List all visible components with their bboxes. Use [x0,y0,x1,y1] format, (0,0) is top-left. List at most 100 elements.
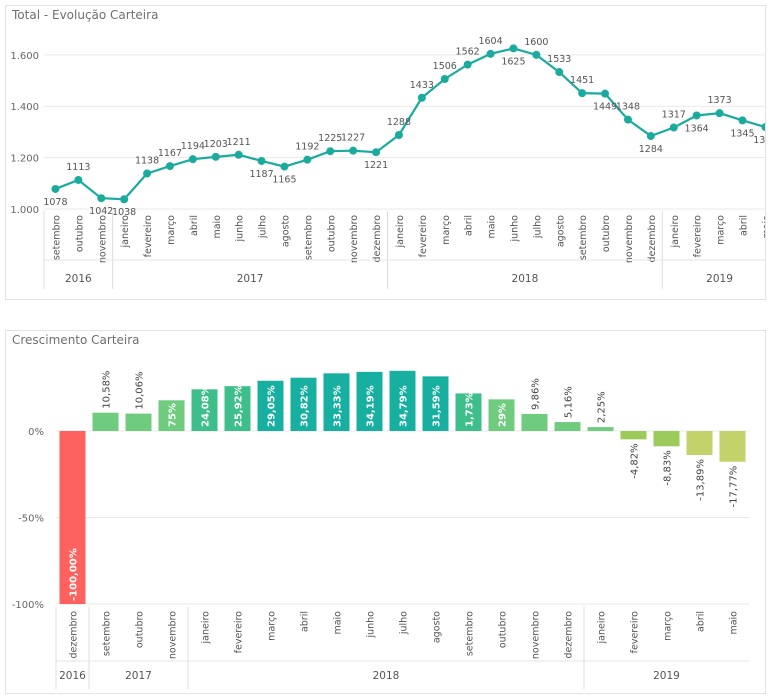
y-tick-label: -50% [18,514,44,525]
x-tick-label: setembro [51,215,62,260]
bar [290,377,317,431]
data-label: 1625 [501,56,525,67]
data-point [97,194,106,203]
x-tick-label: janeiro [201,611,212,645]
data-label: -17,77% [729,466,740,508]
x-tick-label: setembro [578,215,589,260]
bar [719,431,746,462]
bar [125,413,152,431]
data-label: 1227 [341,133,365,144]
data-point [143,169,152,178]
x-tick-label: novembro [97,215,108,263]
year-label: 2016 [59,670,86,682]
data-label: 1562 [456,47,480,58]
bar [389,370,416,431]
x-tick-label: maio [487,215,498,239]
y-tick-label: -100% [12,600,44,611]
x-tick-label: maio [761,215,765,239]
x-tick-label: janeiro [395,215,406,249]
data-label: 1449 [593,102,617,113]
x-tick-label: novembro [531,611,542,659]
x-tick-label: outubro [135,611,146,648]
bar [554,422,581,431]
x-tick-label: outubro [326,215,337,252]
data-point [257,156,266,165]
y-tick-label: 1.000 [10,205,39,216]
bar [191,389,218,431]
data-label: 10,58% [102,371,113,409]
data-point [646,132,655,141]
year-label: 2019 [653,670,680,682]
data-label: 1211 [227,137,251,148]
data-label: 33,33% [333,385,344,427]
x-tick-label: março [663,611,674,641]
bar [488,399,515,431]
data-label: 1192 [295,142,319,153]
data-label: 29% [498,403,509,427]
y-tick-label: 1.400 [10,102,39,113]
data-label: -13,89% [696,459,707,501]
year-label: 2018 [373,670,400,682]
bar [257,380,284,431]
bar [158,400,185,431]
bar [92,412,119,431]
x-tick-label: março [166,215,177,245]
x-tick-label: agosto [280,215,291,247]
x-tick-label: dezembro [647,215,658,263]
bar [224,386,251,431]
y-tick-label: 1.200 [10,154,39,165]
data-point [692,111,701,120]
data-label: 1319 [753,135,765,146]
data-point [51,184,60,193]
data-point [120,195,129,204]
data-point [417,93,426,102]
x-tick-label: março [716,215,727,245]
x-tick-label: abril [464,215,475,236]
data-label: 1604 [478,36,502,47]
x-tick-label: março [441,215,452,245]
y-tick-label: 1.600 [10,51,39,62]
bar [422,376,449,431]
x-tick-label: julho [399,611,410,635]
year-label: 2017 [237,273,264,285]
data-label: 75% [168,403,179,427]
line-chart-title: Total - Evolução Carteira [12,8,159,22]
data-point [509,44,518,53]
data-label: 10,06% [135,371,146,409]
x-tick-label: abril [696,611,707,632]
data-label: 1078 [43,197,67,208]
data-label: 34,19% [366,385,377,427]
data-point [623,115,632,124]
x-tick-label: novembro [349,215,360,263]
bar-chart-panel: Crescimento Carteira 0% -50% -100% -100,00%… [5,330,766,694]
year-label: 2016 [65,273,92,285]
data-point [601,89,610,98]
bar [455,393,482,431]
x-tick-label: outubro [498,611,509,648]
x-tick-label: fevereiro [693,215,704,258]
x-tick-label: outubro [74,215,85,252]
bar [620,431,647,440]
data-label: 1506 [433,61,457,72]
year-label: 2017 [125,670,152,682]
data-label: 30,82% [300,385,311,427]
data-label: -4,82% [630,443,641,478]
data-label: 31,59% [432,385,443,427]
data-point [394,131,403,140]
data-label: 1225 [318,133,342,144]
x-tick-label: setembro [102,611,113,656]
x-tick-label: junho [235,215,246,243]
x-tick-label: julho [532,215,543,239]
x-tick-label: dezembro [372,215,383,263]
data-label: 24,08% [201,385,212,427]
data-point [188,155,197,164]
data-point [440,74,449,83]
data-label: 29,05% [267,385,278,427]
data-label: 34,79% [399,385,410,427]
data-point [761,123,765,132]
data-label: 9,86% [531,378,542,410]
data-label: 1167 [158,148,182,159]
data-point [349,146,358,155]
data-label: 2,25% [597,391,608,423]
